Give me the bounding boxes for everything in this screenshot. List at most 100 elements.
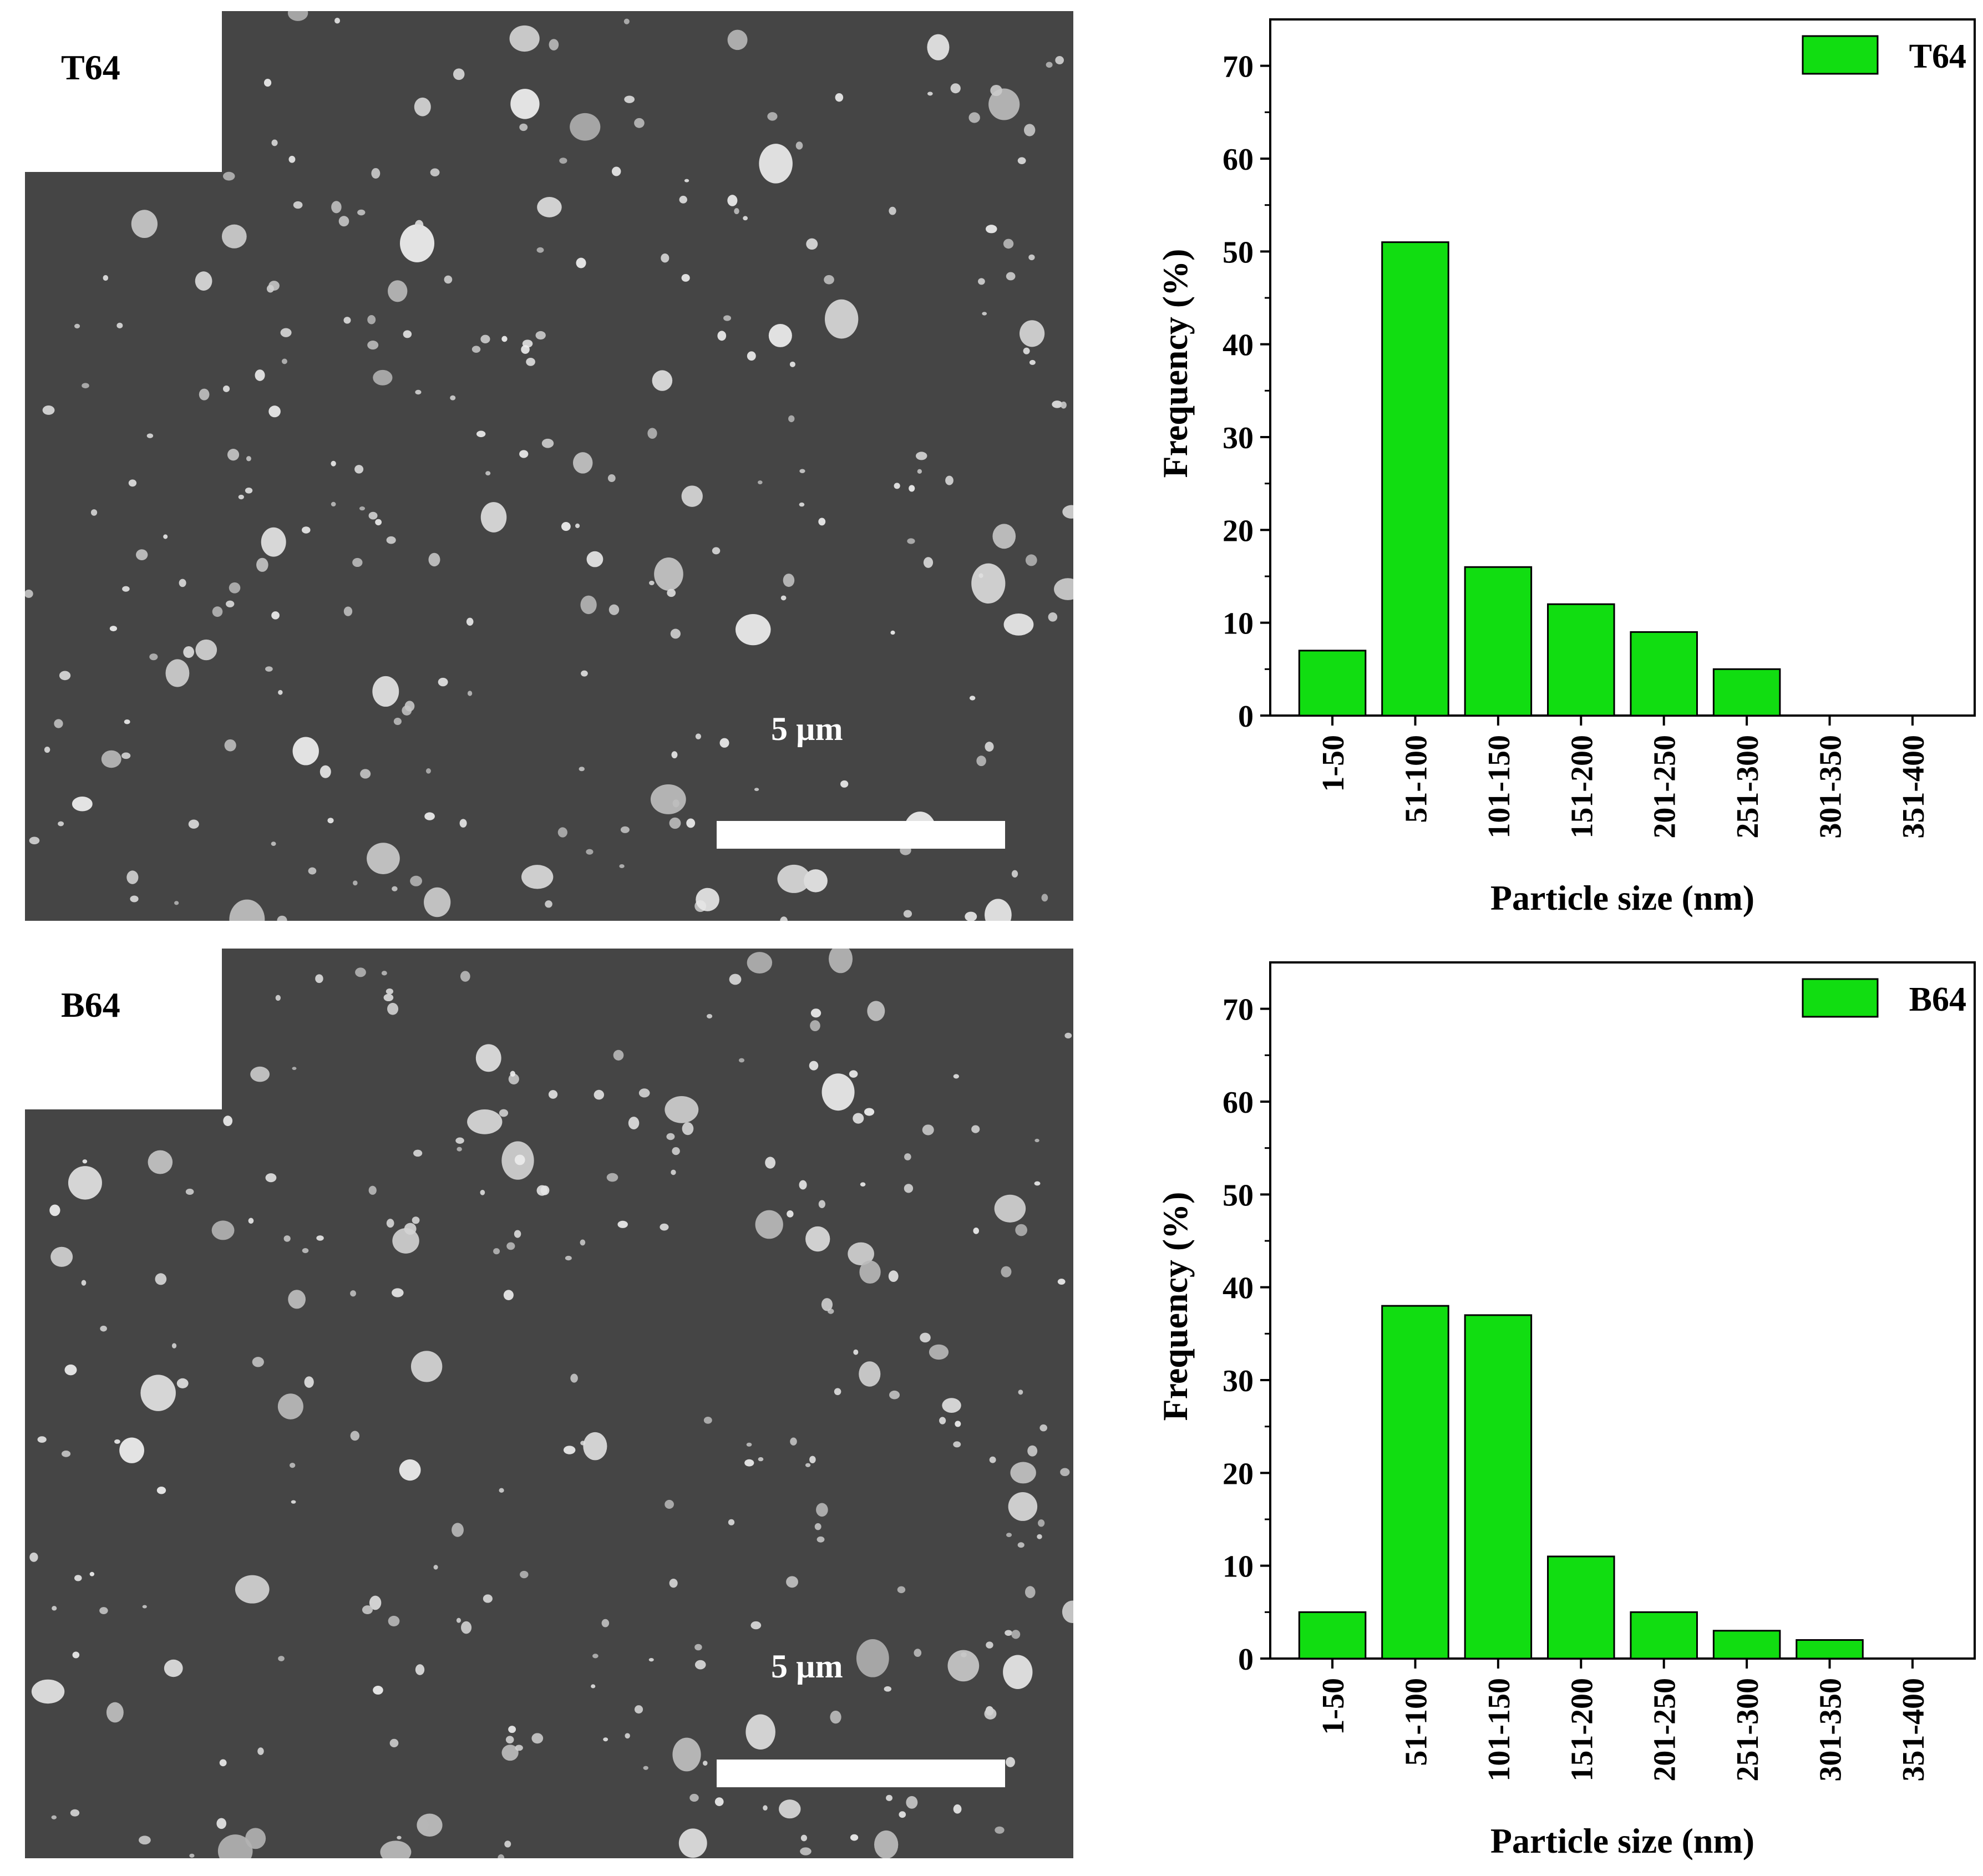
sem-particle <box>894 483 900 489</box>
sem-particle <box>308 867 317 875</box>
sem-particle <box>277 915 287 921</box>
sem-particle <box>171 1343 177 1348</box>
sem-particle <box>821 1073 855 1111</box>
sem-particle <box>101 750 121 768</box>
sem-particle <box>579 767 585 772</box>
sem-particle <box>510 89 540 119</box>
sem-particle <box>906 1796 918 1809</box>
y-tick-label: 10 <box>1223 607 1254 641</box>
sem-particle <box>360 769 371 779</box>
sem-particle <box>266 285 274 293</box>
sem-particle <box>222 171 235 181</box>
sem-particle <box>992 524 1016 549</box>
sem-particle <box>665 1096 699 1123</box>
sem-particle <box>428 552 440 567</box>
sem-particle <box>947 1650 980 1682</box>
sem-particle <box>984 1708 997 1720</box>
sem-particle <box>790 1437 797 1446</box>
sem-particle <box>649 580 655 586</box>
sem-particle <box>916 452 927 460</box>
sem-particle <box>316 1235 324 1241</box>
sem-particle <box>1006 1757 1015 1767</box>
sem-particle <box>982 312 987 316</box>
sem-particle <box>816 1503 828 1517</box>
sem-particle <box>973 1228 980 1234</box>
sem-particle <box>367 340 379 350</box>
sem-particle <box>100 1325 107 1332</box>
sem-particle <box>729 974 742 985</box>
sem-particle <box>353 880 358 886</box>
sem-particle <box>256 557 268 572</box>
sem-particle <box>149 653 158 661</box>
sem-particle <box>354 465 364 474</box>
sem-particle <box>128 479 137 487</box>
sem-particle <box>671 1169 676 1175</box>
y-tick-label: 10 <box>1223 1550 1254 1584</box>
sem-particle <box>611 166 621 176</box>
plot-frame <box>1269 961 1976 1660</box>
sem-particle <box>278 1656 285 1661</box>
sem-particle <box>1054 578 1073 600</box>
sem-particle <box>988 88 1020 120</box>
sem-particle <box>727 195 738 206</box>
sem-particle <box>606 1173 618 1182</box>
sem-particle <box>176 1378 189 1388</box>
sem-particle <box>368 1185 377 1195</box>
sem-particle <box>707 1013 713 1019</box>
sem-particle <box>759 144 793 184</box>
sem-particle <box>1019 320 1045 347</box>
sem-particle <box>148 1150 173 1174</box>
sem-particle <box>116 322 123 329</box>
sem-particle <box>466 617 474 626</box>
histogram-t64: Frequency (%) Particle size (nm) T64 0 10… <box>1155 18 1976 917</box>
sem-label: T64 <box>61 48 120 87</box>
sem-particle <box>265 666 273 672</box>
sem-particle <box>669 1578 678 1588</box>
sem-particle <box>953 1441 961 1448</box>
sem-particle <box>672 1147 680 1155</box>
sem-particle <box>106 1702 124 1723</box>
sem-particle <box>686 818 696 828</box>
sem-particle <box>70 1809 80 1817</box>
sem-particle <box>679 195 687 204</box>
sem-particle <box>52 1606 57 1611</box>
y-tick-label: 60 <box>1223 143 1254 177</box>
sem-particle <box>923 557 934 568</box>
sem-particle <box>1017 1542 1025 1548</box>
sem-particle <box>444 275 453 284</box>
sem-particle <box>386 536 396 544</box>
sem-particle <box>594 1089 605 1100</box>
sem-particle <box>559 158 567 164</box>
sem-particle <box>386 988 394 995</box>
bar-301-350 <box>1796 1639 1864 1660</box>
x-tick-label: 251-300 <box>1731 1678 1765 1782</box>
sem-particle <box>888 1270 899 1282</box>
sem-particle <box>387 1002 399 1015</box>
sem-particle <box>927 34 950 60</box>
sem-particle <box>874 1830 899 1858</box>
sem-particle <box>212 606 223 617</box>
sem-particle <box>989 1456 996 1463</box>
sem-particle <box>889 1390 900 1400</box>
sem-particle <box>1011 870 1018 878</box>
bar-201-250 <box>1630 631 1698 717</box>
sem-particle <box>545 900 552 908</box>
sem-particle <box>805 1463 811 1467</box>
sem-particle <box>383 993 394 1002</box>
sem-particle <box>978 278 985 285</box>
sem-particle <box>1038 1519 1045 1527</box>
sem-particle <box>971 563 1006 604</box>
sem-particle <box>990 85 1002 97</box>
sem-particle <box>995 1826 1005 1834</box>
sem-particle <box>1008 1492 1038 1521</box>
sem-particle <box>867 1001 885 1021</box>
sem-particle <box>359 506 366 511</box>
sem-particle <box>939 1417 946 1424</box>
sem-particle <box>460 971 470 982</box>
sem-particle <box>570 1373 578 1383</box>
sem-particle <box>252 1357 264 1367</box>
sem-particle <box>319 765 331 778</box>
sem-particle <box>369 1595 382 1610</box>
sem-particle <box>277 1393 303 1419</box>
sem-particle <box>1010 1462 1036 1484</box>
